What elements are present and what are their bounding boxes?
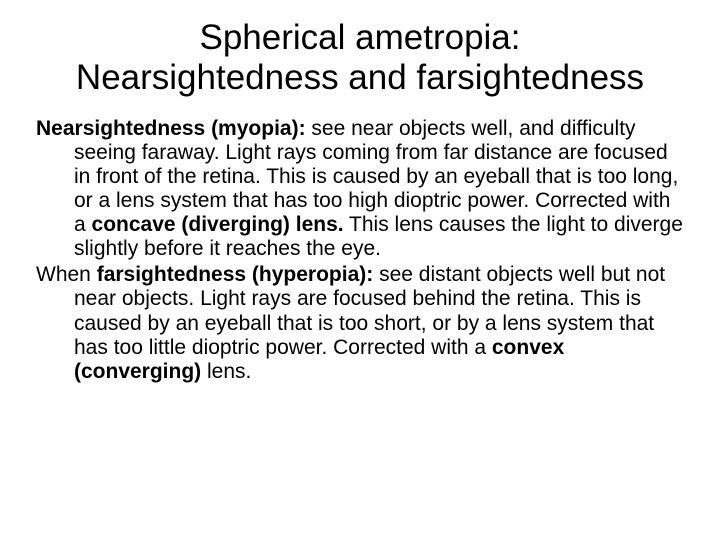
myopia-lens-bold: concave (diverging) lens. xyxy=(92,213,344,236)
slide-title: Spherical ametropia: Nearsightedness and… xyxy=(36,18,684,99)
myopia-lead: Nearsightedness (myopia): xyxy=(36,117,306,140)
paragraph-myopia: Nearsightedness (myopia): see near objec… xyxy=(36,117,684,262)
title-line-2: Nearsightedness and farsightedness xyxy=(76,58,644,97)
slide: Spherical ametropia: Nearsightedness and… xyxy=(0,0,720,540)
hyperopia-text-b: lens. xyxy=(201,360,251,383)
hyperopia-lead: farsightedness (hyperopia): xyxy=(97,263,374,286)
slide-body: Nearsightedness (myopia): see near objec… xyxy=(36,117,684,385)
paragraph-hyperopia: When farsightedness (hyperopia): see dis… xyxy=(36,263,684,384)
title-line-1: Spherical ametropia: xyxy=(200,18,521,57)
hyperopia-pre: When xyxy=(36,263,97,286)
